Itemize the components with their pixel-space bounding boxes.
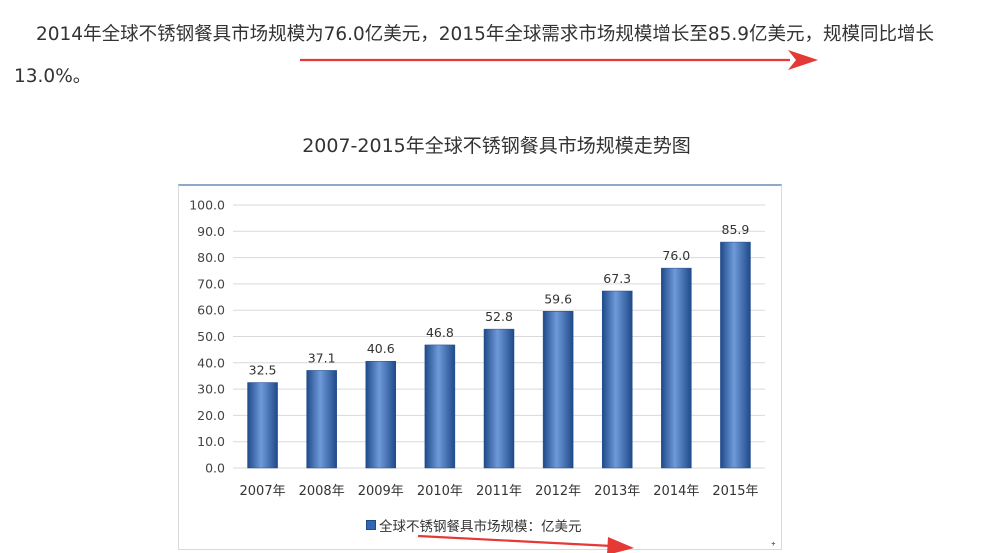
bar	[601, 290, 633, 469]
bar	[424, 344, 456, 469]
data-label: 52.8	[485, 309, 513, 324]
y-tick-label: 20.0	[197, 408, 225, 423]
x-tick-label: 2013年	[594, 484, 640, 499]
bar	[247, 382, 278, 469]
data-label: 32.5	[249, 363, 277, 378]
y-tick-label: 60.0	[197, 303, 225, 318]
x-tick-label: 2015年	[712, 484, 758, 499]
x-tick-label: 2012年	[535, 484, 581, 499]
chart-legend: 全球不锈钢餐具市场规模：亿美元	[366, 515, 582, 535]
x-tick-label: 2014年	[653, 484, 699, 499]
bar	[542, 311, 574, 469]
y-tick-label: 70.0	[197, 276, 225, 291]
data-label: 76.0	[662, 248, 690, 263]
data-label: 46.8	[426, 325, 454, 340]
y-tick-label: 0.0	[205, 461, 225, 476]
x-tick-label: 2007年	[240, 484, 286, 499]
y-tick-label: 90.0	[197, 224, 225, 239]
data-label: 40.6	[367, 341, 395, 356]
y-tick-label: 30.0	[197, 382, 225, 397]
bar	[720, 241, 751, 469]
y-tick-label: 100.0	[189, 198, 225, 213]
x-tick-label: 2008年	[299, 484, 345, 499]
bar	[306, 370, 337, 469]
data-label: 37.1	[308, 350, 336, 365]
bar	[483, 328, 515, 469]
y-tick-label: 50.0	[197, 329, 225, 344]
data-label: 67.3	[603, 271, 631, 286]
corner-mark: ˖	[771, 536, 776, 550]
bar	[661, 267, 692, 469]
data-label: 85.9	[722, 222, 750, 237]
bar	[365, 360, 397, 469]
legend-swatch	[366, 520, 376, 530]
x-tick-label: 2010年	[417, 484, 463, 499]
legend-label: 全球不锈钢餐具市场规模：亿美元	[379, 519, 582, 535]
y-tick-label: 10.0	[197, 434, 225, 449]
intro-paragraph: 2014年全球不锈钢餐具市场规模为76.0亿美元，2015年全球需求市场规模增长…	[14, 24, 935, 87]
x-tick-label: 2011年	[476, 484, 522, 499]
x-tick-label: 2009年	[358, 484, 404, 499]
data-label: 59.6	[544, 291, 572, 306]
chart-title: 2007-2015年全球不锈钢餐具市场规模走势图	[302, 135, 691, 157]
y-tick-label: 80.0	[197, 250, 225, 265]
y-tick-label: 40.0	[197, 355, 225, 370]
